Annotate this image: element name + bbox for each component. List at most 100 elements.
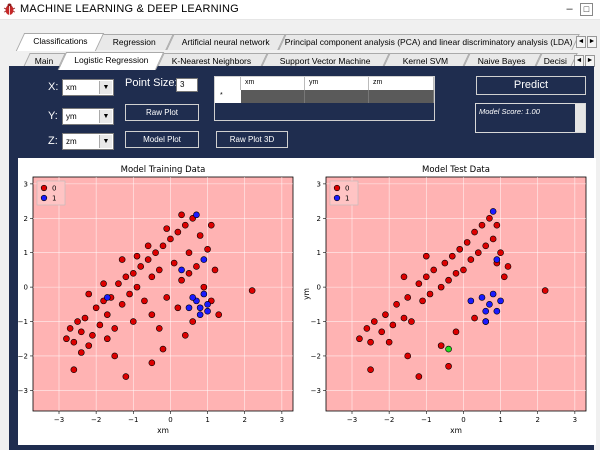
data-point: [181, 331, 189, 339]
data-point: [170, 259, 178, 267]
x-select[interactable]: xm ▼: [62, 79, 114, 96]
data-point: [478, 294, 486, 301]
data-point: [81, 314, 89, 322]
x-axis-label: xm: [157, 426, 169, 435]
data-point: [129, 318, 137, 325]
data-point: [193, 263, 200, 270]
tab-pca-lda[interactable]: Principal component analysis (PCA) and l…: [278, 34, 580, 50]
chevron-down-icon[interactable]: ▼: [99, 81, 112, 94]
tab-regression[interactable]: Regression: [94, 34, 174, 50]
tab-label: Classifications: [33, 36, 88, 46]
data-point: [430, 266, 438, 274]
chart-legend: 01: [329, 180, 359, 206]
x-tick-label: −3: [347, 416, 357, 424]
data-point: [486, 214, 493, 222]
data-point: [200, 283, 208, 291]
y-select[interactable]: ym ▼: [62, 108, 114, 125]
y-tick-label: 3: [24, 180, 28, 188]
tab-logistic-regression[interactable]: Logistic Regression: [57, 52, 165, 70]
data-point: [382, 311, 389, 318]
data-point: [422, 252, 430, 260]
y-select-value: ym: [66, 112, 77, 121]
tab-label: Logistic Regression: [74, 55, 149, 65]
input-data-grid: xm ym zm *: [214, 76, 435, 121]
grid-column-header: ym: [305, 77, 369, 90]
tab-artificial-neural-network[interactable]: Artificial neural network: [166, 34, 286, 50]
model-score-scrollbar[interactable]: [575, 104, 585, 132]
window-title: MACHINE LEARNING & DEEP LEARNING: [20, 3, 239, 15]
tab-classifications[interactable]: Classifications: [15, 33, 105, 51]
data-point: [148, 311, 156, 318]
data-point: [204, 245, 211, 253]
chevron-down-icon[interactable]: ▼: [99, 135, 112, 148]
x-tick-label: −2: [91, 416, 101, 424]
data-point: [185, 249, 193, 257]
minimize-button[interactable]: –: [566, 3, 573, 15]
data-point: [367, 338, 374, 346]
predict-button[interactable]: Predict: [476, 76, 586, 95]
data-point: [367, 366, 374, 374]
data-point: [404, 352, 412, 360]
data-point: [400, 314, 408, 322]
x-tick-label: 0: [168, 416, 172, 424]
x-tick-label: 3: [573, 416, 577, 424]
legend-box: [329, 180, 359, 206]
data-point: [70, 366, 78, 374]
raw-plot-3d-button[interactable]: Raw Plot 3D: [216, 131, 288, 148]
data-point: [426, 290, 434, 298]
data-point: [467, 256, 475, 263]
data-point: [92, 304, 100, 312]
y-label: Y:: [48, 110, 58, 122]
data-point: [460, 266, 467, 274]
z-select[interactable]: zm ▼: [62, 133, 114, 150]
data-point: [111, 352, 119, 360]
data-point: [155, 325, 163, 332]
data-point: [148, 359, 156, 367]
y-tick-label: −1: [18, 318, 28, 326]
data-point: [541, 287, 549, 294]
grid-cell-zm[interactable]: [369, 90, 434, 103]
data-point: [356, 335, 363, 343]
data-point: [74, 318, 81, 325]
legend-label: 1: [345, 195, 349, 203]
data-point: [200, 256, 208, 263]
data-point: [211, 266, 219, 274]
chart-legend: 01: [36, 180, 66, 206]
data-point: [163, 294, 171, 301]
raw-plot-button[interactable]: Raw Plot: [125, 104, 199, 121]
grid-column-header: zm: [369, 77, 434, 90]
data-point: [363, 325, 371, 332]
data-point: [452, 328, 460, 336]
grid-cell-xm[interactable]: [241, 90, 305, 103]
data-point: [193, 211, 200, 219]
tab-label: Principal component analysis (PCA) and l…: [284, 37, 573, 47]
tab-scroll-right-button[interactable]: ►: [587, 36, 597, 48]
x-tick-label: −2: [384, 416, 394, 424]
x-tick-label: −1: [128, 416, 138, 424]
data-point: [445, 362, 452, 370]
x-select-value: xm: [66, 83, 77, 92]
data-point: [189, 294, 197, 301]
tab-scroll-left-button[interactable]: ◄: [576, 36, 586, 48]
model-score-box: Model Score: 1.00: [475, 103, 586, 133]
y-tick-label: 0: [24, 284, 28, 292]
data-point: [115, 280, 122, 287]
model-plot-button[interactable]: Model Plot: [125, 131, 199, 148]
data-point: [163, 225, 171, 232]
data-point: [103, 335, 111, 343]
grid-cell-ym[interactable]: [305, 90, 369, 103]
data-point: [474, 249, 482, 257]
model-score-text: Model Score: 1.00: [479, 107, 540, 116]
chevron-down-icon[interactable]: ▼: [99, 110, 112, 123]
maximize-button[interactable]: □: [580, 3, 593, 16]
data-point: [96, 321, 104, 329]
data-point: [385, 338, 393, 346]
data-point: [448, 252, 456, 260]
data-point: [178, 276, 185, 284]
point-size-input[interactable]: 3: [176, 78, 198, 92]
data-point: [103, 294, 111, 301]
data-point: [489, 208, 497, 215]
data-point: [122, 373, 130, 380]
